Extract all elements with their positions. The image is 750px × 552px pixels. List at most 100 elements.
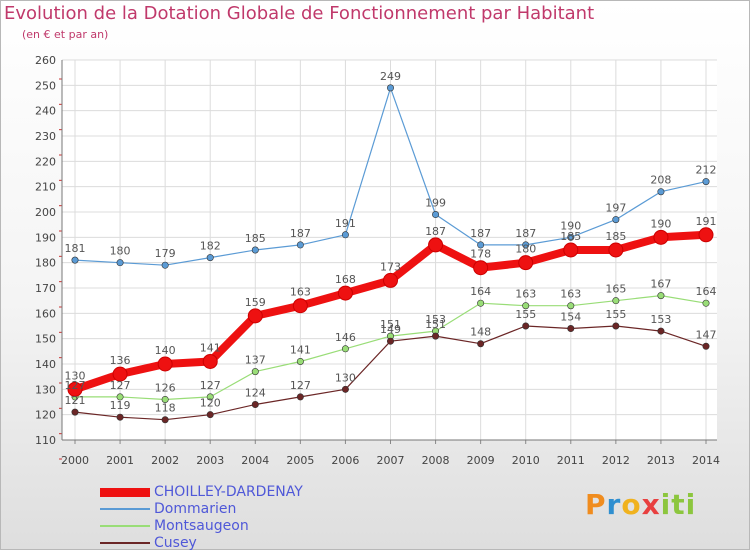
data-point (522, 241, 530, 249)
x-tick-label: 2000 (61, 454, 89, 467)
data-label: 199 (425, 197, 446, 210)
y-tick-label: 170 (35, 282, 56, 295)
data-point (341, 385, 349, 393)
data-label: 191 (696, 215, 717, 228)
data-label: 153 (650, 313, 671, 326)
data-label: 155 (515, 308, 536, 321)
data-point (522, 322, 530, 330)
y-tick-label: 210 (35, 181, 56, 194)
data-point (653, 229, 669, 245)
brand-letter: P (585, 488, 607, 521)
data-label: 155 (605, 308, 626, 321)
y-tick-label: 110 (35, 434, 56, 447)
x-tick-label: 2013 (647, 454, 675, 467)
data-label: 127 (110, 379, 131, 392)
data-label: 149 (380, 323, 401, 336)
x-tick-label: 2009 (467, 454, 495, 467)
data-label: 137 (245, 354, 266, 367)
data-label: 187 (470, 227, 491, 240)
chart-subtitle: (en € et par an) (22, 28, 109, 41)
proxiti-logo: Proxiti (585, 488, 696, 521)
data-label: 124 (245, 387, 266, 400)
data-point (161, 416, 169, 424)
data-point (383, 272, 398, 288)
data-label: 179 (155, 247, 176, 260)
x-tick-label: 2005 (286, 454, 314, 467)
data-point (477, 340, 485, 348)
data-label: 191 (335, 217, 356, 230)
data-label: 167 (650, 278, 671, 291)
data-label: 180 (515, 243, 536, 256)
data-point (292, 298, 308, 314)
x-tick-label: 2006 (331, 454, 359, 467)
data-label: 187 (290, 227, 311, 240)
data-point (432, 211, 440, 219)
x-tick-label: 2004 (241, 454, 269, 467)
legend-item: CHOILLEY-DARDENAY (100, 484, 360, 501)
data-point (567, 302, 575, 310)
y-tick-label: 190 (35, 231, 56, 244)
data-point (698, 227, 714, 243)
data-label: 154 (560, 311, 581, 324)
data-label: 126 (155, 381, 176, 394)
data-point (337, 285, 353, 301)
data-label: 151 (425, 318, 446, 331)
legend-swatch (100, 508, 150, 510)
data-label: 147 (696, 328, 717, 341)
y-tick-label: 260 (35, 54, 56, 67)
data-label: 118 (155, 402, 176, 415)
data-point (206, 411, 214, 419)
data-point (386, 337, 394, 345)
x-tick-label: 2002 (151, 454, 179, 467)
legend-label: Cusey (154, 535, 197, 551)
data-label: 187 (515, 227, 536, 240)
y-tick-label: 230 (35, 130, 56, 143)
y-tick-label: 250 (35, 79, 56, 92)
y-tick-label: 200 (35, 206, 56, 219)
data-point (206, 254, 214, 262)
data-point (71, 408, 79, 416)
x-tick-label: 2001 (106, 454, 134, 467)
data-point (157, 356, 173, 372)
data-point (522, 302, 530, 310)
data-point (657, 327, 665, 335)
data-label: 163 (290, 286, 311, 299)
data-label: 178 (470, 248, 491, 261)
chart-legend: CHOILLEY-DARDENAY Dommarien Montsaugeon Cus… (100, 484, 360, 552)
data-point (247, 308, 263, 324)
brand-letter: iti (660, 488, 697, 521)
brand-letter: r (606, 488, 622, 521)
data-label: 120 (200, 397, 221, 410)
data-point (116, 259, 124, 267)
data-point (608, 242, 624, 258)
x-tick-label: 2014 (692, 454, 720, 467)
x-tick-label: 2003 (196, 454, 224, 467)
data-point (341, 345, 349, 353)
data-point (612, 297, 620, 305)
data-label: 180 (110, 245, 131, 258)
data-point (67, 381, 83, 397)
data-point (473, 260, 489, 276)
data-label: 119 (110, 399, 131, 412)
data-label: 159 (245, 296, 266, 309)
data-point (612, 216, 620, 224)
data-label: 208 (650, 174, 671, 187)
legend-label: Montsaugeon (154, 518, 249, 534)
data-label: 127 (65, 379, 86, 392)
data-point (116, 393, 124, 401)
x-tick-label: 2010 (512, 454, 540, 467)
data-point (477, 241, 485, 249)
data-label: 181 (65, 242, 86, 255)
data-point (477, 299, 485, 307)
data-point (161, 395, 169, 403)
data-label: 163 (560, 288, 581, 301)
data-label: 136 (110, 354, 131, 367)
data-point (112, 366, 128, 382)
data-label: 182 (200, 240, 221, 253)
y-tick-label: 150 (35, 333, 56, 346)
data-label: 164 (470, 285, 491, 298)
x-tick-label: 2007 (377, 454, 405, 467)
data-point (657, 188, 665, 196)
data-point (206, 393, 214, 401)
x-tick-label: 2008 (422, 454, 450, 467)
